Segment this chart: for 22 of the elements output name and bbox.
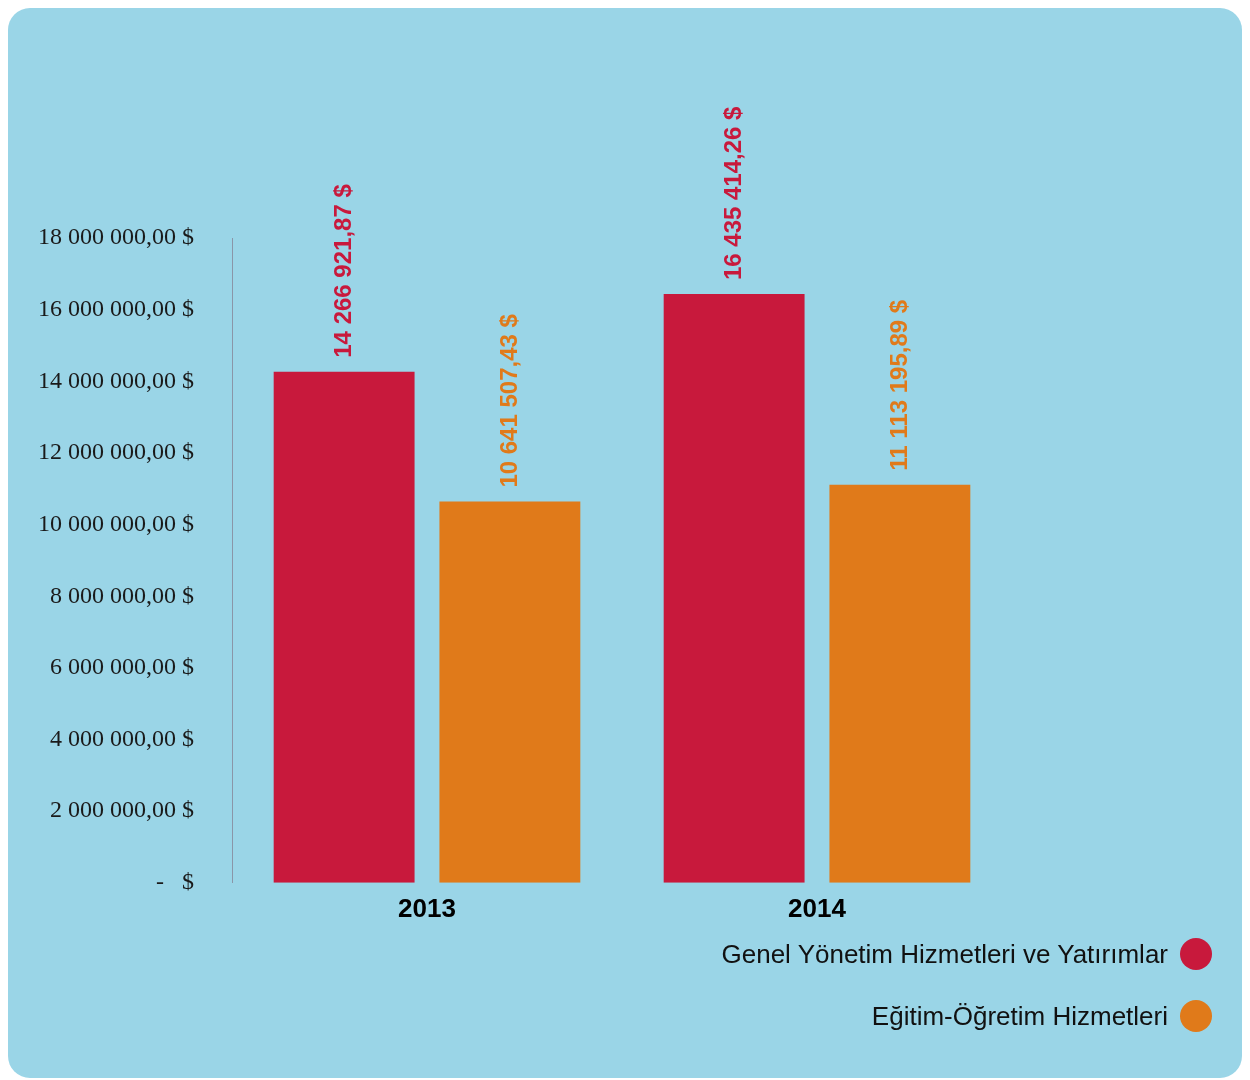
y-tick-label: 14 000 000,00 $ [38, 366, 194, 393]
y-tick-label: 18 000 000,00 $ [38, 223, 194, 250]
y-tick-label: 10 000 000,00 $ [38, 509, 194, 536]
y-tick-label: 12 000 000,00 $ [38, 438, 194, 465]
data-label: 14 266 921,87 $ [328, 183, 356, 358]
data-label: 11 113 195,89 $ [884, 299, 912, 471]
bar [663, 294, 805, 883]
bar [439, 501, 581, 883]
x-tick-label: 2013 [398, 892, 456, 923]
bar [273, 371, 415, 883]
legend-label: Eğitim-Öğretim Hizmetleri [871, 1000, 1168, 1032]
y-tick-label: 6 000 000,00 $ [50, 653, 194, 680]
y-tick-label: 2 000 000,00 $ [50, 796, 194, 823]
data-label: 10 641 507,43 $ [494, 313, 522, 488]
bar [829, 484, 971, 883]
y-tick-label: 4 000 000,00 $ [50, 724, 194, 751]
y-tick-label: 8 000 000,00 $ [50, 581, 194, 608]
data-label: 16 435 414,26 $ [718, 105, 746, 281]
y-tick-label: - $ [156, 868, 194, 895]
x-tick-label: 2014 [788, 892, 847, 923]
y-tick-label: 16 000 000,00 $ [38, 294, 194, 321]
legend-label: Genel Yönetim Hizmetleri ve Yatırımlar [721, 938, 1168, 970]
